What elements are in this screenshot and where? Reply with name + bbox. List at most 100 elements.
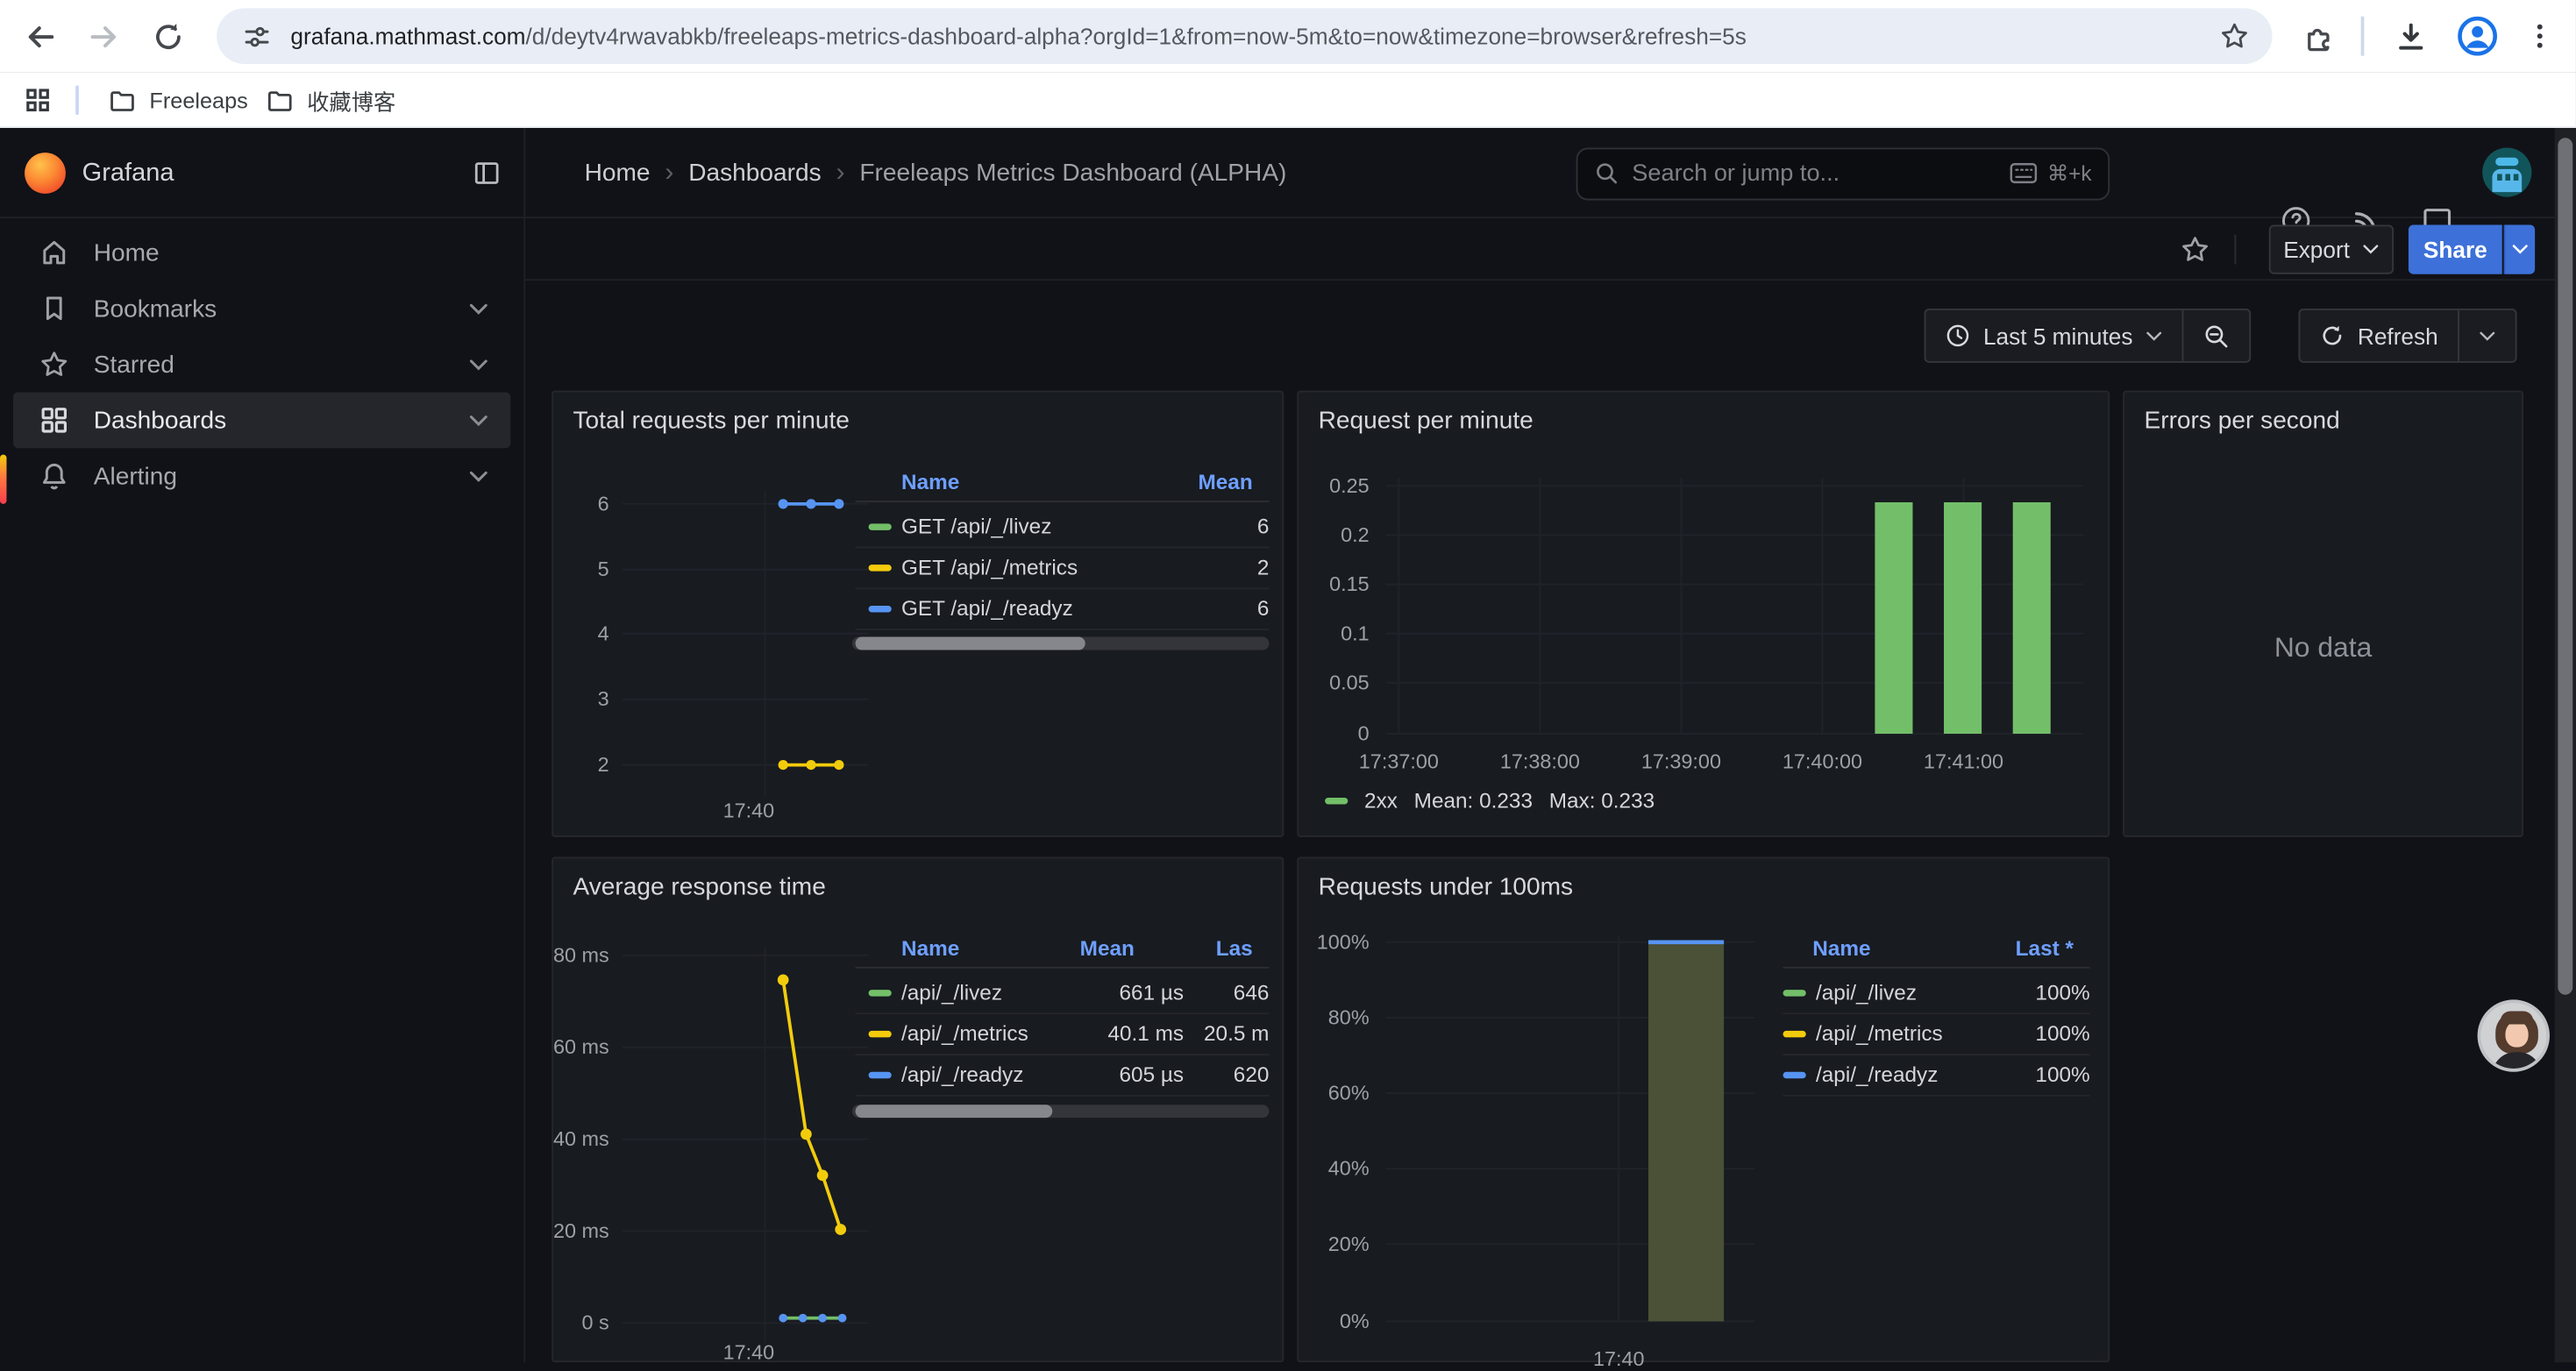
dashboard-actions-bar: Export Share [525, 218, 2576, 281]
series-last: 100% [2035, 980, 2089, 1005]
y-tick: 0.15 [1294, 573, 1370, 596]
bookmark-label: 收藏博客 [307, 83, 395, 116]
legend-header-mean[interactable]: Mean [1020, 935, 1135, 960]
legend-header-mean[interactable]: Mean [1138, 470, 1253, 494]
chevron-down-icon[interactable] [470, 470, 488, 481]
breadcrumb-separator: › [651, 159, 689, 188]
y-tick: 100% [1294, 931, 1370, 954]
search-icon [1594, 161, 1619, 186]
export-button[interactable]: Export [2269, 225, 2394, 274]
breadcrumb-home[interactable]: Home [585, 160, 651, 188]
chevron-down-icon [2363, 245, 2380, 254]
sidebar-toggle-icon[interactable] [473, 160, 501, 188]
sidebar-item-home[interactable]: Home [13, 225, 510, 281]
panel-title[interactable]: Total requests per minute [573, 407, 850, 435]
brand-title: Grafana [82, 160, 174, 189]
time-range-picker[interactable]: Last 5 minutes [1925, 310, 2181, 361]
legend-bottom[interactable]: 2xx Mean: 0.233 Max: 0.233 [1325, 788, 1818, 813]
reload-icon[interactable] [151, 19, 183, 52]
active-indicator [0, 455, 6, 504]
series-swatch[interactable] [869, 564, 892, 570]
apps-grid-icon[interactable] [23, 85, 53, 115]
floating-assistant-avatar[interactable] [2478, 999, 2550, 1071]
menu-dots-icon[interactable] [2523, 18, 2556, 54]
y-tick: 5 [534, 558, 609, 581]
grafana-logo[interactable] [25, 153, 66, 194]
chevron-down-icon[interactable] [470, 302, 488, 314]
bookmark-star-icon[interactable] [2220, 21, 2250, 51]
panel-title[interactable]: Errors per second [2144, 407, 2339, 435]
forward-icon[interactable] [87, 19, 119, 52]
legend-row[interactable]: /api/_/metrics 100% [1783, 1021, 2090, 1046]
sidebar-item-starred[interactable]: Starred [13, 337, 510, 393]
line-chart[interactable] [623, 941, 869, 1351]
panel-title[interactable]: Request per minute [1319, 407, 1534, 435]
sidebar-item-dashboards[interactable]: Dashboards [13, 393, 510, 449]
legend-scrollbar-thumb[interactable] [856, 1105, 1053, 1118]
search-input[interactable] [1632, 160, 2009, 187]
legend-header-last[interactable]: Las [1187, 935, 1253, 960]
series-swatch[interactable] [1325, 797, 1348, 803]
breadcrumb-dashboards[interactable]: Dashboards [688, 160, 821, 188]
panel-title[interactable]: Requests under 100ms [1319, 873, 1573, 901]
refresh-interval-button[interactable] [2459, 310, 2516, 361]
legend-row[interactable]: /api/_/readyz 100% [1783, 1062, 2090, 1087]
legend-header-name[interactable]: Name [901, 935, 959, 960]
no-data-message: No data [2124, 632, 2522, 664]
zoom-out-button[interactable] [2184, 310, 2250, 361]
series-last: 100% [2035, 1062, 2089, 1087]
series-swatch[interactable] [1783, 1030, 1806, 1036]
series-last: 620 [1234, 1062, 1270, 1087]
back-icon[interactable] [23, 19, 55, 52]
y-tick: 2 [534, 753, 609, 776]
x-tick: 17:40 [683, 1341, 815, 1364]
legend-header-name[interactable]: Name [1812, 935, 1870, 960]
series-swatch[interactable] [869, 1030, 892, 1036]
area-chart[interactable] [1385, 931, 1754, 1341]
series-swatch[interactable] [1783, 1071, 1806, 1077]
legend-header-last[interactable]: Last * [1959, 935, 2074, 960]
actions-divider [2234, 235, 2236, 265]
profile-icon[interactable] [2456, 15, 2499, 58]
legend-row[interactable]: /api/_/livez 661 µs 646 [869, 980, 1270, 1005]
share-menu-button[interactable] [2504, 225, 2536, 274]
series-swatch[interactable] [869, 605, 892, 611]
extensions-icon[interactable] [2302, 19, 2334, 52]
address-bar[interactable]: grafana.mathmast.com/d/deytv4rwavabkb/fr… [217, 8, 2272, 64]
refresh-button[interactable]: Refresh [2300, 310, 2458, 361]
panel-title[interactable]: Average response time [573, 873, 826, 901]
bar-chart[interactable] [1385, 474, 2083, 740]
site-settings-icon[interactable] [243, 22, 271, 50]
bookmark-icon [39, 294, 69, 323]
bookmark-folder-blogs[interactable]: 收藏博客 [250, 77, 412, 123]
sidebar-item-alerting[interactable]: Alerting [13, 448, 510, 504]
user-avatar[interactable] [2482, 148, 2531, 197]
series-swatch[interactable] [1783, 989, 1806, 995]
search-box[interactable]: ⌘+k [1576, 147, 2110, 200]
legend-row[interactable]: /api/_/metrics 40.1 ms 20.5 m [869, 1021, 1270, 1046]
page-scrollbar[interactable] [2555, 128, 2576, 1362]
legend-row[interactable]: /api/_/readyz 605 µs 620 [869, 1062, 1270, 1087]
legend-row[interactable]: /api/_/livez 100% [1783, 980, 2090, 1005]
y-tick: 4 [534, 622, 609, 645]
share-button[interactable]: Share [2409, 225, 2502, 274]
chevron-down-icon[interactable] [470, 415, 488, 426]
y-tick: 40% [1294, 1157, 1370, 1180]
y-tick: 40 ms [534, 1127, 609, 1150]
download-icon[interactable] [2394, 19, 2426, 52]
legend-scrollbar-thumb[interactable] [856, 637, 1085, 650]
series-swatch[interactable] [869, 522, 892, 529]
line-chart[interactable] [623, 484, 869, 806]
series-swatch[interactable] [869, 1071, 892, 1077]
page-scrollbar-thumb[interactable] [2558, 138, 2572, 994]
sidebar-item-bookmarks[interactable]: Bookmarks [13, 281, 510, 337]
legend-row[interactable]: GET /api/_/readyz 6 [869, 596, 1270, 621]
y-tick: 0.25 [1294, 474, 1370, 497]
legend-row[interactable]: GET /api/_/metrics 2 [869, 555, 1270, 579]
favorite-star-icon[interactable] [2181, 235, 2210, 265]
series-swatch[interactable] [869, 989, 892, 995]
legend-row[interactable]: GET /api/_/livez 6 [869, 514, 1270, 538]
chevron-down-icon[interactable] [470, 359, 488, 370]
legend-header-name[interactable]: Name [901, 470, 959, 494]
bookmark-folder-freeleaps[interactable]: Freeleaps [92, 77, 265, 123]
